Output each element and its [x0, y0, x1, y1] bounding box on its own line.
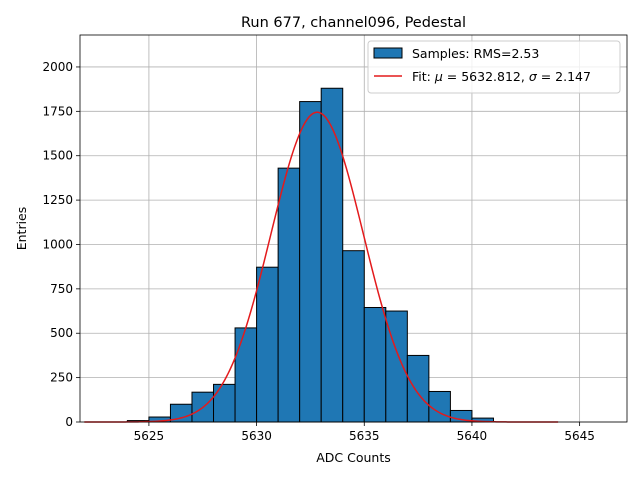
- plot-frame: [79, 34, 628, 423]
- x-axis-ticks: 5625 5630 5635 5640 5645: [134, 422, 595, 443]
- chart-title: Run 677, channel096, Pedestal: [241, 15, 466, 31]
- histogram-bar: [428, 390, 451, 423]
- histogram-bar: [213, 383, 236, 423]
- histogram-bar: [320, 87, 344, 423]
- gaussian-fit-line: [84, 111, 559, 423]
- x-tick-label: 5640: [457, 429, 488, 443]
- legend-samples-swatch: [373, 47, 403, 59]
- histogram-bar: [277, 167, 301, 423]
- y-tick-label: 0: [65, 415, 73, 429]
- histogram-bar: [363, 306, 387, 423]
- histogram-bar: [234, 327, 258, 423]
- y-axis-ticks: 0 250 500 750 1000 1250 1500 1750 2000: [42, 60, 80, 429]
- legend-fit-label: Fit: μ = 5632.812, σ = 2.147: [412, 69, 591, 84]
- y-tick-label: 1250: [42, 193, 73, 207]
- fit-curve-group: [84, 111, 559, 423]
- legend-frame: [367, 40, 621, 94]
- y-tick-label: 1000: [42, 237, 73, 251]
- x-tick-label: 5645: [564, 429, 595, 443]
- y-tick-label: 2000: [42, 60, 73, 74]
- legend: Samples: RMS=2.53 Fit: μ = 5632.812, σ =…: [367, 40, 621, 94]
- y-tick-label: 750: [50, 282, 73, 296]
- grid-lines: [80, 35, 627, 423]
- x-tick-label: 5635: [349, 429, 380, 443]
- x-axis-label: ADC Counts: [316, 450, 391, 465]
- histogram-bar: [299, 101, 322, 423]
- histogram-bars: [126, 87, 494, 423]
- y-axis-label: Entries: [14, 207, 29, 251]
- legend-samples-label: Samples: RMS=2.53: [412, 46, 539, 61]
- x-tick-label: 5630: [241, 429, 272, 443]
- y-tick-label: 1750: [42, 104, 73, 118]
- y-tick-label: 500: [50, 326, 73, 340]
- y-tick-label: 250: [50, 371, 73, 385]
- histogram-bar: [406, 354, 430, 423]
- x-tick-label: 5625: [134, 429, 165, 443]
- y-tick-label: 1500: [42, 149, 73, 163]
- histogram-bar: [342, 250, 365, 423]
- histogram-bar: [256, 266, 279, 423]
